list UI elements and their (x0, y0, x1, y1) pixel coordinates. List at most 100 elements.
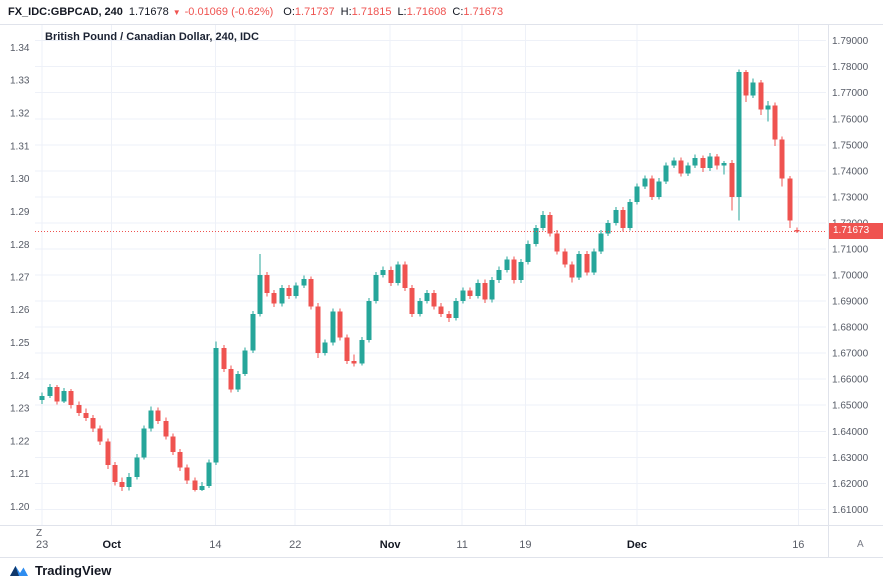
candle-body (242, 350, 248, 374)
left-axis-tick: 1.24 (10, 371, 30, 382)
candle-body (264, 275, 270, 294)
candle-body (540, 215, 546, 229)
candle-body (489, 280, 495, 300)
candle-body (787, 178, 793, 221)
left-axis-tick: 1.31 (10, 141, 30, 152)
x-axis-label: 11 (456, 539, 468, 551)
candle-body (518, 261, 524, 281)
x-axis-label: 14 (209, 539, 222, 551)
symbol-title[interactable]: FX_IDC:GBPCAD, 240 (8, 6, 123, 18)
right-axis-tick: 1.75000 (832, 140, 869, 151)
candle-body (576, 254, 582, 278)
candle-body (301, 278, 307, 286)
ohlc-close: C:1.71673 (452, 6, 504, 18)
candle-body (395, 264, 401, 283)
candle-body (344, 337, 350, 361)
candle-body (634, 186, 640, 203)
tradingview-logo-icon[interactable] (9, 563, 29, 578)
price-change: -0.01069 (-0.62%) (184, 6, 274, 18)
candle-body (388, 269, 394, 283)
right-axis-tick: 1.68000 (832, 323, 869, 334)
right-axis-tick: 1.64000 (832, 427, 869, 438)
auto-scale-marker[interactable]: A (857, 539, 864, 550)
candle-body (700, 157, 706, 169)
right-axis-tick: 1.69000 (832, 297, 869, 308)
candle-body (250, 314, 256, 351)
candle-body (453, 301, 459, 318)
price-axis-divider (828, 25, 829, 557)
candle-body (678, 160, 684, 174)
left-axis-tick: 1.23 (10, 404, 30, 415)
x-axis-label: 23 (35, 539, 49, 551)
right-axis-tick: 1.73000 (832, 192, 869, 203)
candle-body (293, 285, 299, 296)
x-axis-label: 19 (519, 539, 532, 551)
candle-body (148, 410, 154, 429)
candle-body (141, 428, 147, 458)
last-quote-value: 1.71678 (128, 6, 169, 18)
candle-body (134, 457, 140, 477)
ohlc-open: O:1.71737 (283, 6, 335, 18)
candle-body (330, 311, 336, 343)
right-axis-tick: 1.70000 (832, 271, 869, 282)
candle-body (105, 441, 111, 466)
candle-body (446, 314, 452, 318)
ohlc-high: H:1.71815 (340, 6, 392, 18)
candle-body (97, 428, 103, 442)
candle-body (547, 215, 553, 234)
candle-body (366, 301, 372, 341)
candle-body (794, 229, 800, 232)
left-axis-tick: 1.22 (10, 436, 30, 447)
candle-body (562, 251, 568, 265)
left-axis-tick: 1.26 (10, 305, 30, 316)
candle-body (772, 105, 778, 140)
right-axis-tick: 1.78000 (832, 62, 869, 73)
candle-body (235, 373, 241, 390)
right-axis-tick: 1.77000 (832, 88, 869, 99)
candle-body (729, 163, 735, 197)
footer: TradingView (0, 557, 883, 583)
time-axis[interactable]: 23 Oct 14 22 Nov 11 19 Dec 16 (0, 526, 883, 557)
candle-body (163, 420, 169, 437)
candle-body (656, 181, 662, 197)
right-axis-tick: 1.71000 (832, 244, 869, 255)
last-price-label: 1.71673 (829, 223, 883, 240)
candle-body (504, 259, 510, 270)
chart-header: FX_IDC:GBPCAD, 240 1.71678 ▼ -0.01069 (-… (0, 0, 883, 24)
right-axis-tick: 1.76000 (832, 114, 869, 125)
header-divider (0, 24, 883, 25)
candle-body (184, 467, 190, 481)
left-axis-tick: 1.33 (10, 76, 30, 87)
right-axis-tick: 1.63000 (832, 453, 869, 464)
left-axis-tick: 1.27 (10, 272, 30, 283)
left-axis-tick: 1.29 (10, 207, 30, 218)
x-axis-label: Nov (379, 539, 401, 551)
candle-body (758, 82, 764, 110)
candle-body (649, 178, 655, 197)
left-axis-tick: 1.30 (10, 174, 30, 185)
candle-body (692, 157, 698, 166)
brand-name[interactable]: TradingView (35, 563, 112, 578)
candle-body (533, 228, 539, 244)
candle-body (569, 264, 575, 278)
x-axis-label: Oct (102, 539, 121, 551)
candle-body (438, 306, 444, 315)
left-axis-tick: 1.34 (10, 43, 30, 54)
candle-body (605, 222, 611, 234)
candle-body (54, 386, 60, 402)
candle-body (671, 160, 677, 166)
candle-body (155, 410, 161, 421)
time-axis-divider (0, 525, 883, 526)
candle-body (373, 275, 379, 302)
candle-body (213, 347, 219, 463)
candle-body (591, 251, 597, 273)
candle-body (83, 413, 89, 419)
candlestick-chart[interactable]: 1.79000 1.78000 1.77000 1.76000 1.75000 1.740… (0, 25, 883, 525)
x-axis-label: Dec (626, 539, 648, 551)
candle-body (192, 480, 198, 490)
candle-body (642, 178, 648, 187)
candle-body (68, 390, 74, 406)
chart-legend[interactable]: British Pound / Canadian Dollar, 240, ID… (45, 31, 259, 43)
candle-body (511, 259, 517, 281)
candle-body (765, 105, 771, 110)
